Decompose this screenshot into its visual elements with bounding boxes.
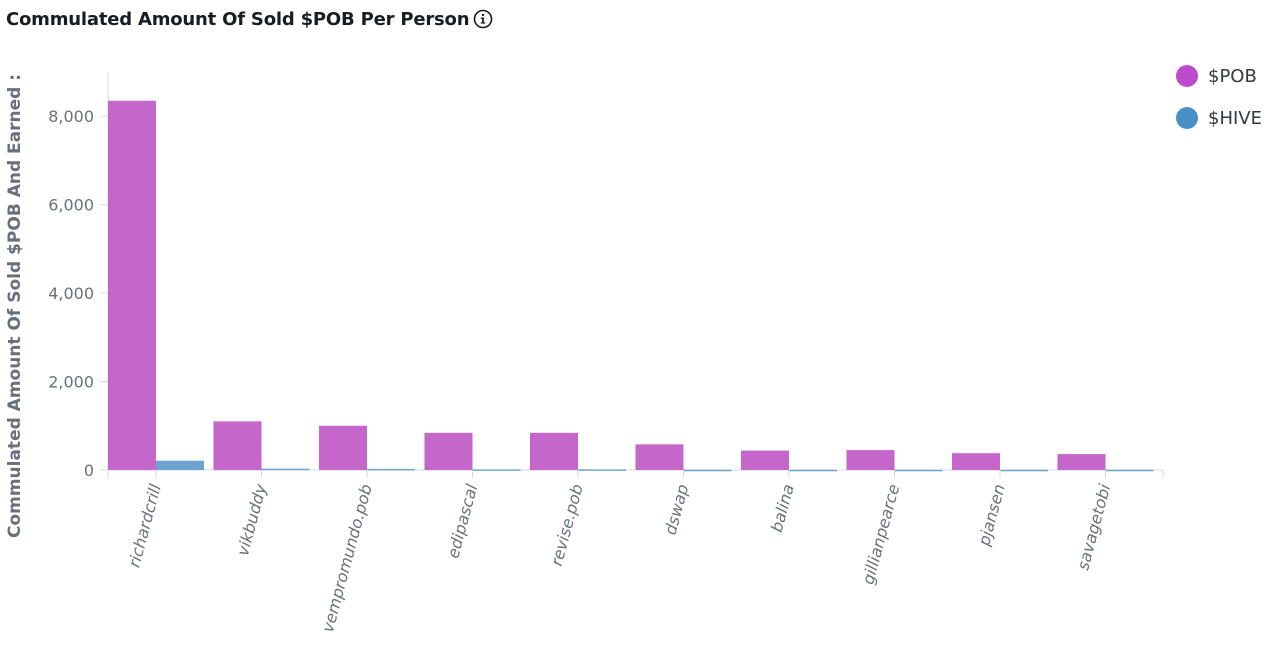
y-tick-label: 8,000 bbox=[48, 107, 94, 126]
legend-label-hive: $HIVE bbox=[1208, 107, 1262, 129]
bar-hive bbox=[156, 460, 204, 470]
x-tick-label: edipascal bbox=[443, 482, 481, 561]
y-tick-label: 4,000 bbox=[48, 284, 94, 303]
x-tick-label: balina bbox=[767, 482, 798, 534]
bar-pob bbox=[635, 444, 684, 470]
chart-title: Commulated Amount Of Sold $POB Per Perso… bbox=[6, 8, 470, 30]
legend-item-hive[interactable]: $HIVE bbox=[1176, 104, 1262, 132]
info-icon[interactable] bbox=[473, 9, 493, 29]
bar-hive bbox=[578, 469, 626, 471]
y-tick-label: 6,000 bbox=[48, 196, 94, 215]
y-tick-label: 0 bbox=[84, 461, 94, 480]
bar-pob bbox=[424, 432, 473, 470]
bar-pob bbox=[952, 453, 1000, 470]
y-tick-label: 2,000 bbox=[48, 373, 94, 392]
x-tick-label: savagetobi bbox=[1073, 482, 1114, 573]
bar-hive bbox=[1105, 469, 1154, 472]
legend: $POB $HIVE bbox=[1176, 62, 1262, 146]
bar-pob bbox=[319, 425, 367, 470]
bar-hive bbox=[367, 468, 415, 471]
x-tick-label: richardcrill bbox=[124, 482, 165, 570]
bar-hive bbox=[683, 469, 732, 472]
x-tick-label: revise.pob bbox=[547, 482, 587, 568]
legend-swatch-pob bbox=[1176, 65, 1198, 87]
x-tick-label: pjansen bbox=[974, 482, 1009, 549]
bar-hive bbox=[789, 469, 837, 472]
bar-pob bbox=[213, 421, 262, 470]
bar-pob bbox=[108, 100, 156, 470]
bar-pob bbox=[741, 450, 789, 470]
bar-hive bbox=[1000, 469, 1048, 472]
bar-chart: 0 2,000 4,000 6,000 8,000 richardcrill vikbudd… bbox=[48, 72, 1164, 634]
bar-hive bbox=[261, 468, 310, 471]
legend-swatch-hive bbox=[1176, 107, 1198, 129]
bar-pob bbox=[1057, 454, 1106, 470]
bar-pob bbox=[530, 432, 578, 470]
bar-pob bbox=[846, 450, 895, 470]
chart-title-row: Commulated Amount Of Sold $POB Per Perso… bbox=[6, 6, 493, 32]
legend-label-pob: $POB bbox=[1208, 65, 1257, 87]
legend-item-pob[interactable]: $POB bbox=[1176, 62, 1262, 90]
bar-hive bbox=[894, 469, 943, 472]
bar-hive bbox=[472, 469, 521, 471]
x-tick-label: vempromundo.pob bbox=[318, 482, 376, 634]
x-tick-label: gillianpearce bbox=[858, 482, 903, 586]
x-tick-label: vikbuddy bbox=[233, 482, 270, 558]
x-tick-label: dswap bbox=[661, 482, 693, 537]
